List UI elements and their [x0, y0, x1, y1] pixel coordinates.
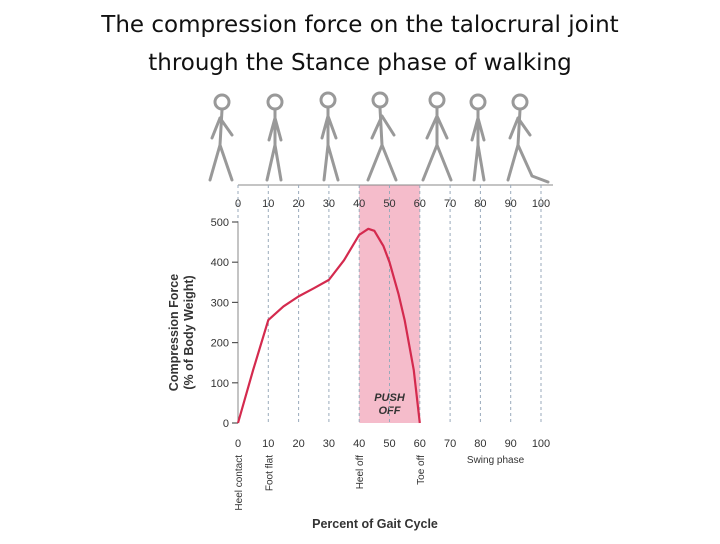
y-tick-label: 300 — [211, 297, 229, 309]
x-tick-label: 50 — [383, 438, 395, 450]
x-axis-label: Percent of Gait Cycle — [312, 517, 438, 531]
top-tick-label: 60 — [414, 198, 426, 210]
top-tick-label: 100 — [532, 198, 550, 210]
y-tick-label: 100 — [211, 378, 229, 390]
x-tick-label: 0 — [235, 438, 241, 450]
top-tick-label: 20 — [292, 198, 304, 210]
event-label: Toe off — [416, 455, 427, 485]
x-tick-label: 10 — [262, 438, 274, 450]
x-tick-label: 100 — [532, 438, 550, 450]
top-tick-label: 50 — [383, 198, 395, 210]
x-tick-label: 20 — [292, 438, 304, 450]
event-label: Heel contact — [234, 455, 245, 511]
phase-label: Swing phase — [467, 455, 525, 466]
region-label: OFF — [379, 405, 401, 417]
event-label: Foot flat — [264, 455, 275, 491]
y-tick-label: 400 — [211, 257, 229, 269]
top-tick-label: 0 — [235, 198, 241, 210]
x-tick-label: 60 — [414, 438, 426, 450]
shaded-region — [359, 185, 420, 423]
top-tick-label: 90 — [505, 198, 517, 210]
top-tick-label: 40 — [353, 198, 365, 210]
walking-figures — [208, 91, 550, 184]
event-label: Heel off — [355, 455, 366, 490]
x-tick-label: 70 — [444, 438, 456, 450]
y-tick-label: 0 — [223, 418, 229, 430]
y-axis-label: Compression Force — [167, 274, 181, 391]
x-tick-label: 30 — [323, 438, 335, 450]
y-tick-label: 200 — [211, 338, 229, 350]
top-tick-label: 10 — [262, 198, 274, 210]
y-axis-label: (% of Body Weight) — [182, 275, 196, 389]
top-tick-label: 70 — [444, 198, 456, 210]
chart-title: The compression force on the talocrural … — [100, 12, 618, 38]
x-tick-label: 40 — [353, 438, 365, 450]
x-tick-label: 90 — [505, 438, 517, 450]
y-tick-label: 500 — [211, 217, 229, 229]
data-line — [236, 227, 421, 424]
top-tick-label: 80 — [474, 198, 486, 210]
region-label: PUSH — [374, 392, 406, 404]
x-tick-label: 80 — [474, 438, 486, 450]
top-tick-label: 30 — [323, 198, 335, 210]
chart-title: through the Stance phase of walking — [148, 50, 572, 76]
